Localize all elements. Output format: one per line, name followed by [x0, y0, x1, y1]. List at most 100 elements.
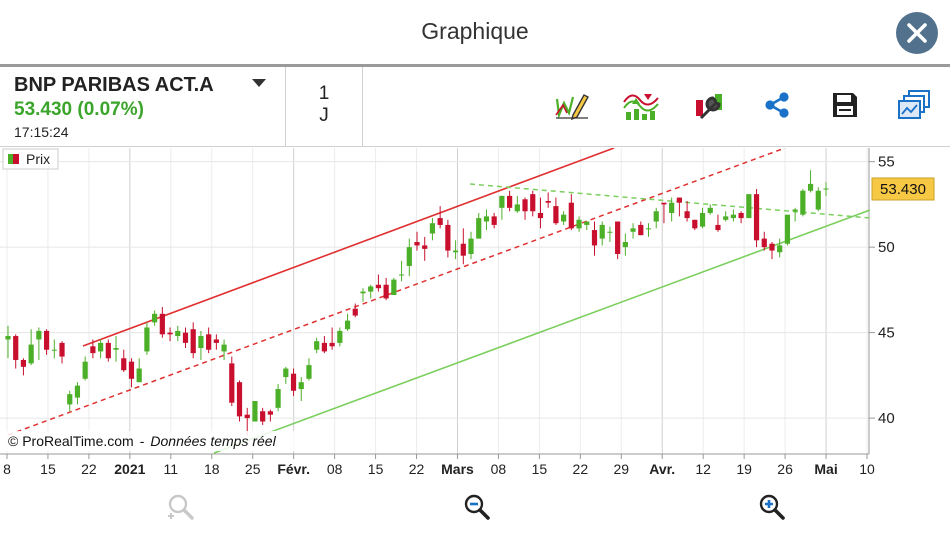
- candle-body: [599, 224, 605, 239]
- candle-body: [537, 212, 544, 219]
- candle-body: [591, 230, 598, 246]
- x-tick-label: 08: [327, 461, 343, 477]
- candle-body: [730, 214, 736, 219]
- chevron-down-icon[interactable]: [252, 79, 266, 87]
- candle-body: [159, 313, 165, 335]
- candle-body: [368, 286, 374, 292]
- svg-text:© ProRealTime.com-Données temp: © ProRealTime.com - Données temps réel: [8, 433, 277, 449]
- candle-body: [661, 202, 667, 205]
- zoom-fit-icon: [168, 494, 194, 520]
- indicators-icon: [623, 94, 659, 120]
- instrument-selector[interactable]: BNP PARIBAS ACT.A 53.430 (0.07%) 17:15:2…: [0, 67, 286, 147]
- candle-body: [584, 221, 590, 225]
- save-button[interactable]: [825, 85, 865, 125]
- last-price-label: 53.430: [880, 181, 926, 198]
- candle-body: [769, 243, 775, 251]
- share-button[interactable]: [757, 85, 797, 125]
- candle-body: [59, 342, 65, 357]
- candle-body: [460, 243, 466, 256]
- candle-body: [51, 349, 57, 351]
- candle-body: [483, 216, 490, 222]
- candle-body: [738, 212, 744, 219]
- candle-body: [792, 209, 798, 212]
- candle-body: [777, 245, 783, 253]
- candle-body: [568, 202, 574, 229]
- candle-body: [692, 219, 698, 229]
- candle-body: [206, 334, 212, 350]
- chart-settings-button[interactable]: [690, 85, 730, 125]
- candle-body: [252, 401, 258, 422]
- x-tick-label: 2021: [114, 461, 145, 477]
- x-tick-label: 15: [532, 461, 548, 477]
- candle-body: [653, 211, 659, 222]
- x-tick-label: 8: [3, 461, 11, 477]
- candle-body: [383, 284, 389, 299]
- candle-body: [391, 279, 397, 296]
- indicators-button[interactable]: [621, 85, 661, 125]
- chart-frame: [0, 64, 950, 534]
- x-tick-label: 15: [368, 461, 384, 477]
- multi-chart-button[interactable]: [894, 85, 934, 125]
- candlestick-chart[interactable]: 55 50 45 40 8 15 22 2021 11 18 25 Févr. 08 15 22 Mars 0…: [0, 147, 950, 478]
- candle-body: [182, 332, 189, 343]
- candle-body: [553, 206, 559, 224]
- candle-body: [499, 195, 505, 208]
- candle-body: [136, 368, 142, 383]
- close-icon: [907, 23, 927, 43]
- candle-body: [684, 211, 690, 219]
- candle-body: [815, 190, 821, 210]
- y-tick-label: 50: [878, 239, 895, 256]
- x-tick-label: 25: [245, 461, 261, 477]
- candle-body: [321, 342, 327, 352]
- x-tick-label: 22: [409, 461, 425, 477]
- candle-body: [746, 194, 752, 219]
- zoom-out-button[interactable]: [460, 490, 494, 524]
- candle-body: [43, 330, 50, 350]
- candle-body: [561, 214, 567, 222]
- candle-body: [275, 389, 281, 408]
- candle-body: [128, 361, 135, 379]
- candle-body: [329, 342, 335, 347]
- last-price-tag: 53.430: [871, 177, 935, 201]
- copyright-text: © ProRealTime.com: [8, 433, 134, 449]
- candle-body: [784, 214, 791, 244]
- wrench-icon: [696, 94, 722, 120]
- candle-body: [190, 329, 196, 354]
- x-tick-label: 26: [777, 461, 793, 477]
- price-chart[interactable]: 55 50 45 40 8 15 22 2021 11 18 25 Févr. 08 15 22 Mars 0…: [0, 147, 950, 478]
- last-price-change: 53.430 (0.07%): [14, 99, 144, 120]
- candle-body: [437, 218, 443, 225]
- candle-body: [198, 336, 204, 349]
- candle-body: [615, 221, 621, 254]
- close-button[interactable]: [896, 12, 938, 54]
- period-selector[interactable]: 1 J: [286, 67, 363, 147]
- candle-body: [67, 394, 73, 405]
- candle-body: [823, 188, 829, 190]
- zoom-in-icon: [759, 494, 785, 520]
- y-tick-label: 45: [878, 325, 895, 342]
- candle-body: [28, 344, 34, 364]
- candle-body: [360, 291, 366, 294]
- candle-body: [414, 242, 420, 246]
- legend-label: Prix: [26, 151, 50, 167]
- candle-body: [545, 200, 551, 203]
- candle-body: [229, 363, 235, 403]
- y-tick-label: 40: [878, 410, 895, 427]
- copyright-notice: © ProRealTime.com - Données temps réel: [4, 431, 304, 451]
- legend: Prix: [2, 148, 59, 170]
- resistance-channel-line: [7, 147, 786, 436]
- candle-body: [753, 194, 760, 241]
- candle-body: [468, 238, 474, 254]
- candle-body: [144, 327, 150, 352]
- candle-body: [90, 346, 96, 354]
- candle-body: [175, 330, 181, 337]
- candle-body: [699, 212, 706, 227]
- zoom-out-icon: [464, 494, 490, 520]
- draw-tool-button[interactable]: [552, 85, 592, 125]
- candle-body: [638, 224, 644, 236]
- zoom-in-button[interactable]: [755, 490, 789, 524]
- x-tick-label: Mars: [441, 461, 474, 477]
- x-tick-label: 22: [81, 461, 97, 477]
- zoom-fit-button[interactable]: [163, 490, 197, 524]
- candle-body: [98, 342, 104, 352]
